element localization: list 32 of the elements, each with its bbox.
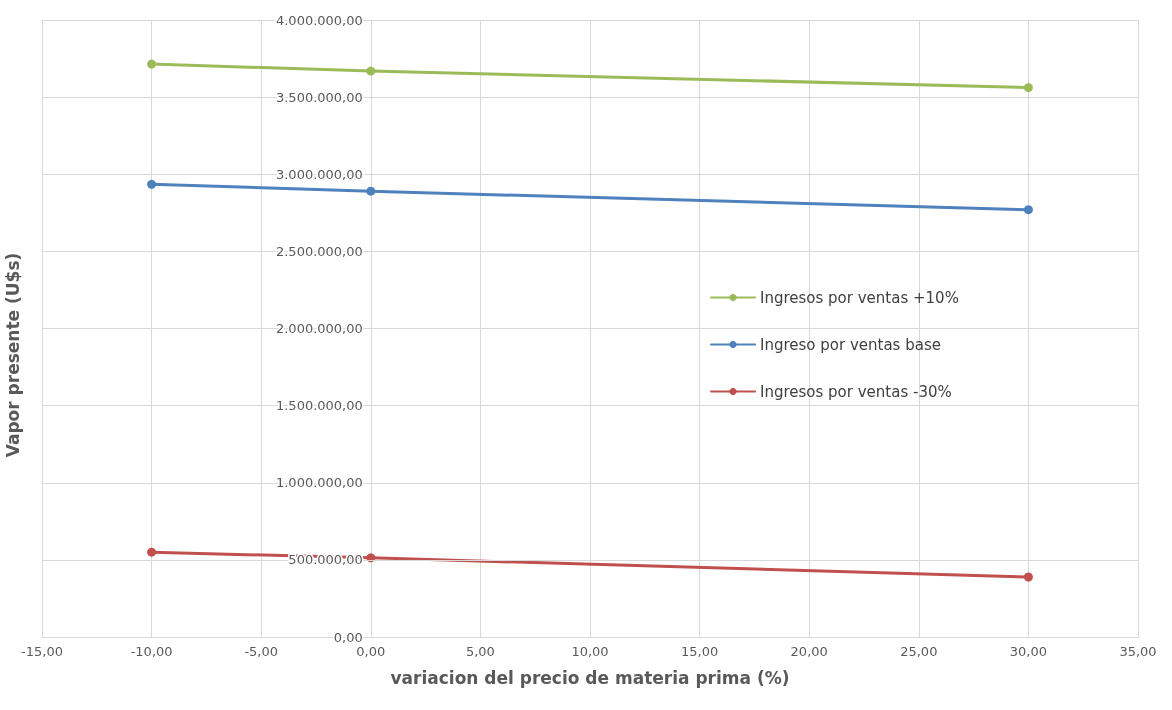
y-tick-label: 0,00 xyxy=(333,629,363,645)
y-tick-label: 2.500.000,00 xyxy=(275,243,363,259)
x-tick-label: 20,00 xyxy=(790,644,828,659)
x-tick-label: -15,00 xyxy=(21,644,63,659)
x-tick-label: 30,00 xyxy=(1009,644,1048,659)
point xyxy=(1023,205,1033,215)
legend-label: Ingresos por ventas -30% xyxy=(760,382,952,401)
y-tick-label: 1.500.000,00 xyxy=(275,398,363,414)
y-tick-label: 3.000.000,00 xyxy=(275,166,363,182)
x-tick-label: 35,00 xyxy=(1119,644,1157,659)
x-tick-label: 5,00 xyxy=(465,644,495,659)
x-tick-label: 10,00 xyxy=(571,644,609,659)
x-tick-label: 25,00 xyxy=(900,644,938,659)
x-tick-label: 15,00 xyxy=(680,644,719,659)
point xyxy=(1023,83,1033,93)
legend-label: Ingreso por ventas base xyxy=(760,335,941,354)
point xyxy=(366,186,376,196)
y-tick-label: 4.000.000,00 xyxy=(275,12,363,28)
x-tick-label: 0,00 xyxy=(356,644,386,659)
y-tick-label: 1.000.000,00 xyxy=(275,475,363,491)
y-tick-label: 2.000.000,00 xyxy=(275,321,363,336)
point xyxy=(147,547,157,557)
point xyxy=(147,179,157,189)
legend-label: Ingresos por ventas +10% xyxy=(760,288,959,307)
x-tick-label: -5,00 xyxy=(244,644,279,659)
x-tick-label: -10,00 xyxy=(130,644,173,659)
y-axis-title: Vapor presente (U$s) xyxy=(2,252,23,458)
point xyxy=(147,59,157,69)
point xyxy=(366,66,376,76)
y-tick-label: 3.500.000,00 xyxy=(275,89,363,105)
point xyxy=(1023,572,1033,582)
x-axis-title: variacion del precio de materia prima (%) xyxy=(390,667,790,688)
